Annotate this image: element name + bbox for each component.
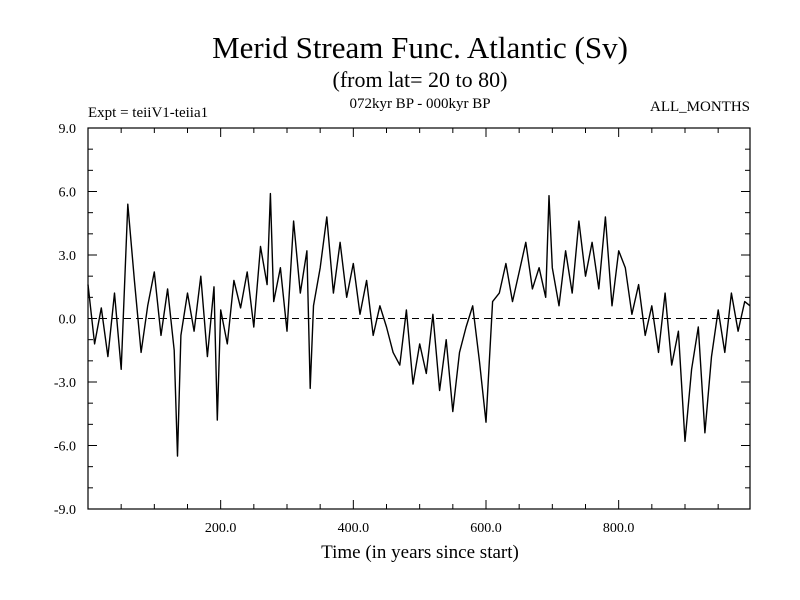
months-label: ALL_MONTHS	[650, 99, 750, 115]
x-axis-title: Time (in years since start)	[321, 542, 519, 563]
y-tick-label: 3.0	[59, 249, 77, 264]
x-tick-label: 400.0	[338, 521, 370, 536]
series-line	[87, 192, 751, 457]
y-tick-label: 9.0	[59, 122, 77, 137]
chart-subtitle: (from lat= 20 to 80)	[333, 67, 508, 92]
chart-title: Merid Stream Func. Atlantic (Sv)	[212, 30, 628, 65]
x-tick-label: 600.0	[470, 521, 502, 536]
experiment-label: Expt = teiiV1-teiia1	[88, 105, 208, 121]
x-tick-label: 200.0	[205, 521, 237, 536]
y-tick-label: -9.0	[54, 503, 76, 518]
y-tick-label: 6.0	[59, 186, 77, 201]
x-tick-label: 800.0	[603, 521, 635, 536]
plot-frame	[87, 127, 751, 510]
y-tick-label: 0.0	[59, 313, 77, 328]
y-tick-label: -6.0	[54, 440, 76, 455]
period-label: 072kyr BP - 000kyr BP	[349, 96, 490, 112]
y-tick-label: -3.0	[54, 376, 76, 391]
plot-area: -9.0 -6.0 -3.0 0.0 3.0 6.0 9.0 200.0 400.0 600.0 8…	[54, 122, 751, 536]
